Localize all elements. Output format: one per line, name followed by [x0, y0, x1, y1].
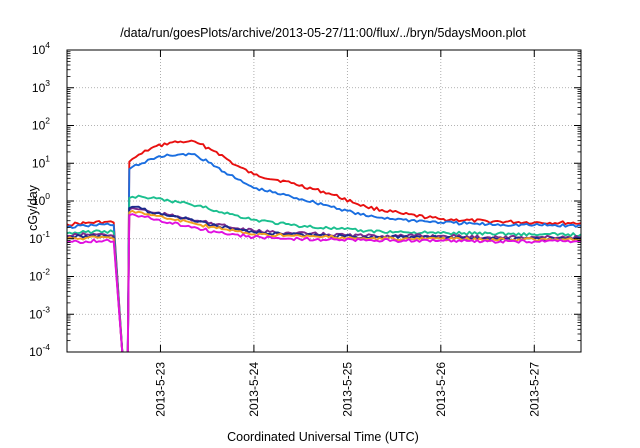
series-line-2 — [67, 152, 581, 352]
y-tick-label: 101 — [32, 153, 50, 170]
x-tick-label: 2013-5-24 — [247, 362, 261, 417]
y-tick-label: 10-1 — [29, 229, 50, 246]
y-tick-label: 100 — [32, 191, 50, 208]
series-line-5 — [67, 205, 581, 352]
chart-title: /data/run/goesPlots/archive/2013-05-27/1… — [120, 26, 526, 40]
y-tick-label: 103 — [32, 78, 50, 95]
y-tick-label: 102 — [32, 116, 50, 133]
x-axis-label: Coordinated Universal Time (UTC) — [227, 430, 419, 444]
y-axis-label: cGy/day — [26, 184, 40, 231]
ticks: 10-4 10-3 10-2 10-1 100 101 102 103 104 2013-5-23… — [29, 40, 581, 417]
series-line-6 — [67, 209, 581, 352]
y-tick-label: 104 — [32, 40, 50, 57]
plot-frame — [66, 49, 582, 353]
y-tick-label: 10-4 — [29, 342, 50, 359]
x-tick-label: 2013-5-25 — [340, 362, 354, 417]
x-tick-label: 2013-5-27 — [527, 362, 541, 417]
x-tick-label: 2013-5-23 — [153, 362, 167, 417]
y-tick-label: 10-3 — [29, 304, 50, 321]
grid — [67, 50, 581, 352]
series-line-4 — [67, 207, 581, 352]
series-layer — [67, 139, 581, 352]
series-line-1 — [67, 139, 581, 352]
y-tick-label: 10-2 — [29, 267, 50, 284]
x-tick-label: 2013-5-26 — [434, 362, 448, 417]
series-line-3 — [67, 194, 581, 352]
series-line-7 — [67, 213, 581, 352]
